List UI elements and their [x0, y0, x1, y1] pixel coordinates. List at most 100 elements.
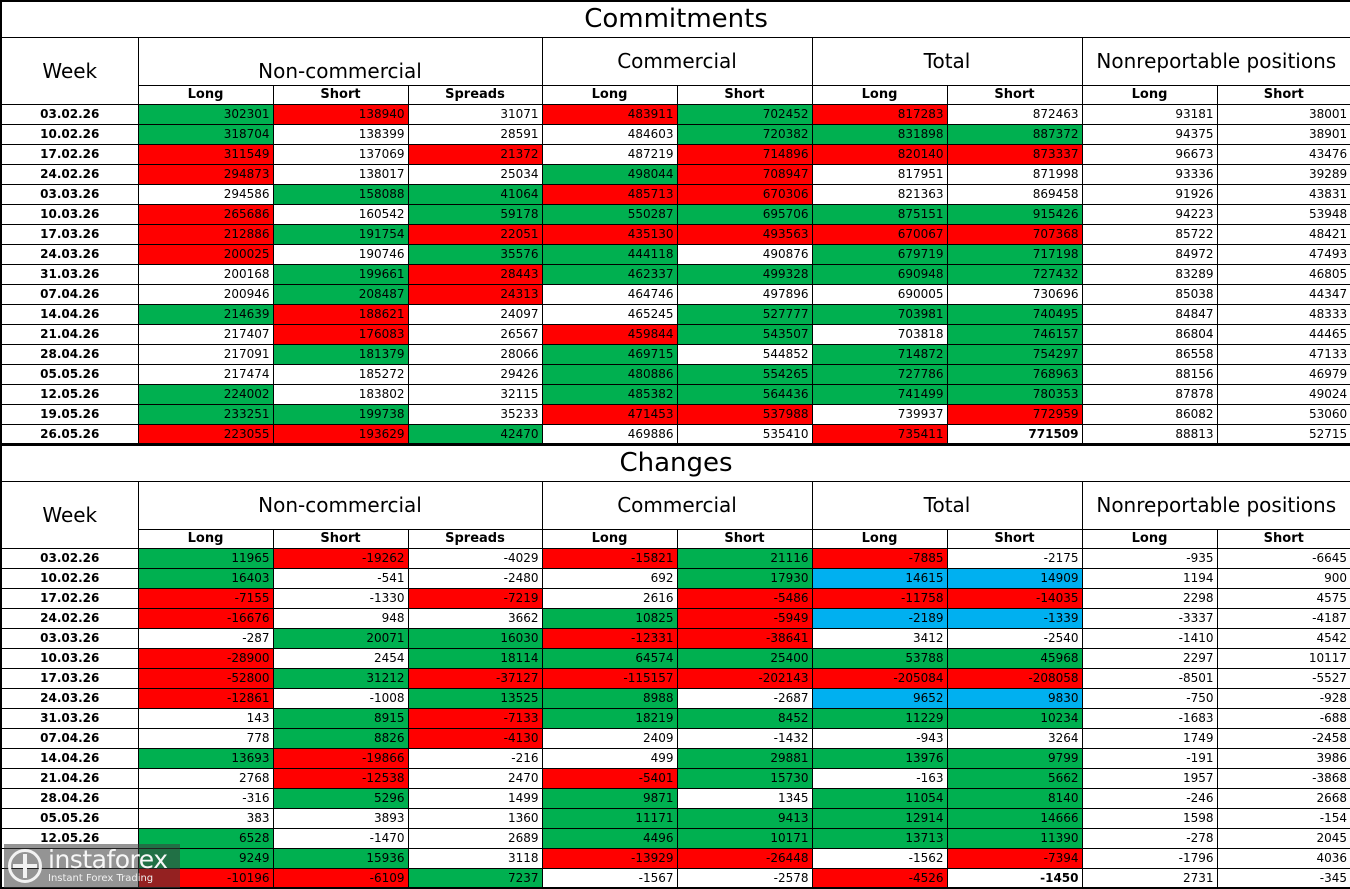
value-cell: 176083 [272, 323, 409, 345]
value-cell: 8140 [946, 787, 1083, 809]
value-cell: -202143 [676, 667, 813, 689]
value-cell: 831898 [811, 123, 948, 145]
value-cell: 160542 [272, 203, 409, 225]
value-cell: 25400 [676, 647, 813, 669]
value-cell: -1410 [1081, 627, 1218, 649]
changes-table: Changes Week Non-commercial Commercial T… [0, 444, 1350, 889]
value-cell: 16030 [407, 627, 543, 649]
value-cell: 12914 [811, 807, 948, 829]
value-cell: -2480 [407, 567, 543, 589]
value-cell: 137069 [272, 143, 409, 165]
value-cell: 88156 [1081, 363, 1218, 385]
week-cell: 24.02.26 [0, 163, 139, 185]
table-row: 17.03.26 212886 191754 22051 435130 493563 670… [0, 223, 1350, 245]
value-cell: -541 [272, 567, 409, 589]
value-cell: 88813 [1081, 423, 1218, 445]
week-cell: 21.04.26 [0, 767, 139, 789]
value-cell: 214639 [137, 303, 274, 325]
value-cell: 670306 [676, 183, 813, 205]
value-cell: 754297 [946, 343, 1083, 365]
value-cell: 459844 [541, 323, 678, 345]
value-cell: 190746 [272, 243, 409, 265]
table-row: 14.04.26 214639 188621 24097 465245 527777 703… [0, 303, 1350, 325]
table-row: -10196 -6109 7237 -1567 -2578 -4526 -1450 2731-… [0, 867, 1350, 889]
value-cell: 29881 [676, 747, 813, 769]
value-cell: 35233 [407, 403, 543, 425]
value-cell: 86558 [1081, 343, 1218, 365]
value-cell: 469886 [541, 423, 678, 445]
value-cell: 47133 [1216, 343, 1350, 365]
watermark-tagline: Instant Forex Trading [48, 873, 154, 884]
value-cell: 690948 [811, 263, 948, 285]
value-cell: 48333 [1216, 303, 1350, 325]
value-cell: 26567 [407, 323, 543, 345]
column-header: Long [137, 84, 274, 105]
value-cell: 21116 [676, 547, 813, 569]
commitments-title: Commitments [0, 0, 1350, 38]
value-cell: -1432 [676, 727, 813, 749]
value-cell: 85722 [1081, 223, 1218, 245]
week-cell: 12.05.26 [0, 383, 139, 405]
value-cell: -2687 [676, 687, 813, 709]
value-cell: -115157 [541, 667, 678, 689]
value-cell: 771509 [946, 423, 1083, 445]
week-cell: 28.04.26 [0, 787, 139, 809]
table-row: 10.02.26 318704 138399 28591 484603 720382 831… [0, 123, 1350, 145]
value-cell: 318704 [137, 123, 274, 145]
column-header: Short [946, 84, 1083, 105]
value-cell: 550287 [541, 203, 678, 225]
value-cell: -11758 [811, 587, 948, 609]
watermark-name: instaforex [48, 845, 168, 874]
value-cell: 717198 [946, 243, 1083, 265]
value-cell: 2045 [1216, 827, 1350, 849]
value-cell: 16403 [137, 567, 274, 589]
value-cell: -15821 [541, 547, 678, 569]
week-cell: 28.04.26 [0, 343, 139, 365]
value-cell: 8915 [272, 707, 409, 729]
changes-section: Changes Week Non-commercial Commercial T… [0, 444, 1350, 889]
value-cell: 46805 [1216, 263, 1350, 285]
commercial-header: Commercial [541, 36, 813, 86]
value-cell: 435130 [541, 223, 678, 245]
value-cell: 41064 [407, 183, 543, 205]
value-cell: 739937 [811, 403, 948, 425]
week-cell: 24.02.26 [0, 607, 139, 629]
value-cell: 53060 [1216, 403, 1350, 425]
value-cell: -1339 [946, 607, 1083, 629]
value-cell: 772959 [946, 403, 1083, 425]
value-cell: -2578 [676, 867, 813, 889]
value-cell: 52715 [1216, 423, 1350, 445]
week-cell: 10.03.26 [0, 647, 139, 669]
table-row: 03.02.26 11965 -19262 -4029 -15821 21116 -7885… [0, 547, 1350, 569]
column-header: Long [811, 84, 948, 105]
value-cell: 679719 [811, 243, 948, 265]
value-cell: 499 [541, 747, 678, 769]
value-cell: 46979 [1216, 363, 1350, 385]
table-row: 24.02.26 294873 138017 25034 498044 708947 817… [0, 163, 1350, 185]
value-cell: 13976 [811, 747, 948, 769]
column-header: Short [676, 528, 813, 549]
value-cell: 200946 [137, 283, 274, 305]
value-cell: -19262 [272, 547, 409, 569]
value-cell: 85038 [1081, 283, 1218, 305]
value-cell: 91926 [1081, 183, 1218, 205]
value-cell: 11965 [137, 547, 274, 569]
commitments-subheader-row: Long Short Spreads Long Short Long Short Long Sh… [1, 84, 1350, 105]
value-cell: 199661 [272, 263, 409, 285]
column-header: Short [272, 528, 409, 549]
value-cell: 223055 [137, 423, 274, 445]
value-cell: 535410 [676, 423, 813, 445]
week-cell: 07.04.26 [0, 727, 139, 749]
table-row: 07.04.26 778 8826 -4130 2409 -1432 -943 3264 174… [0, 727, 1350, 749]
changes-subheader-row: Long Short Spreads Long Short Long Short Long Sh… [1, 528, 1350, 549]
column-header: Long [541, 84, 678, 105]
table-row: 28.04.26 217091 181379 28066 469715 544852 714… [0, 343, 1350, 365]
value-cell: 2768 [137, 767, 274, 789]
value-cell: 2616 [541, 587, 678, 609]
table-row: 12.05.26 224002 183802 32115 485382 564436 741… [0, 383, 1350, 405]
table-row: 03.03.26 294586 158088 41064 485713 670306 821… [0, 183, 1350, 205]
value-cell: 720382 [676, 123, 813, 145]
value-cell: -7885 [811, 547, 948, 569]
value-cell: 485382 [541, 383, 678, 405]
value-cell: 31212 [272, 667, 409, 689]
